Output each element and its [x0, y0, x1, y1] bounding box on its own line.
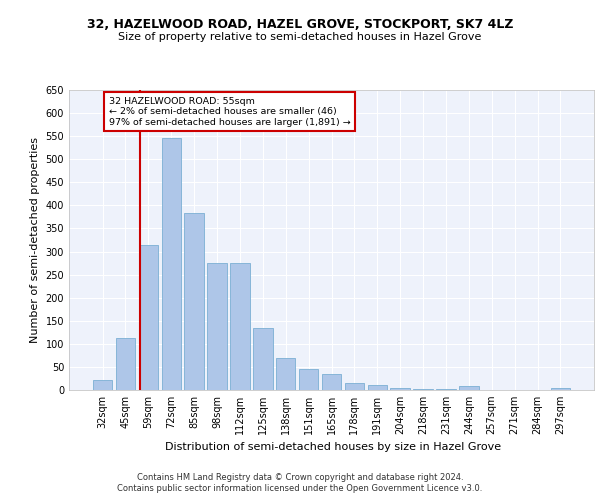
Bar	[208, 263, 227, 390]
Bar	[344, 382, 364, 390]
Bar	[116, 338, 135, 390]
Bar	[253, 328, 272, 390]
Text: 32 HAZELWOOD ROAD: 55sqm
← 2% of semi-detached houses are smaller (46)
97% of se: 32 HAZELWOOD ROAD: 55sqm ← 2% of semi-de…	[109, 97, 351, 126]
Bar	[184, 213, 204, 390]
Text: Contains HM Land Registry data © Crown copyright and database right 2024.: Contains HM Land Registry data © Crown c…	[137, 472, 463, 482]
Bar	[230, 263, 250, 390]
Bar	[161, 138, 181, 390]
Y-axis label: Number of semi-detached properties: Number of semi-detached properties	[30, 137, 40, 343]
Bar	[436, 388, 455, 390]
Bar	[391, 388, 410, 390]
Bar	[299, 369, 319, 390]
Bar	[551, 388, 570, 390]
Bar	[322, 374, 341, 390]
Text: Distribution of semi-detached houses by size in Hazel Grove: Distribution of semi-detached houses by …	[165, 442, 501, 452]
Bar	[459, 386, 479, 390]
Bar	[93, 380, 112, 390]
Text: Size of property relative to semi-detached houses in Hazel Grove: Size of property relative to semi-detach…	[118, 32, 482, 42]
Bar	[368, 386, 387, 390]
Text: 32, HAZELWOOD ROAD, HAZEL GROVE, STOCKPORT, SK7 4LZ: 32, HAZELWOOD ROAD, HAZEL GROVE, STOCKPO…	[87, 18, 513, 30]
Bar	[139, 244, 158, 390]
Bar	[276, 358, 295, 390]
Text: Contains public sector information licensed under the Open Government Licence v3: Contains public sector information licen…	[118, 484, 482, 493]
Bar	[413, 388, 433, 390]
